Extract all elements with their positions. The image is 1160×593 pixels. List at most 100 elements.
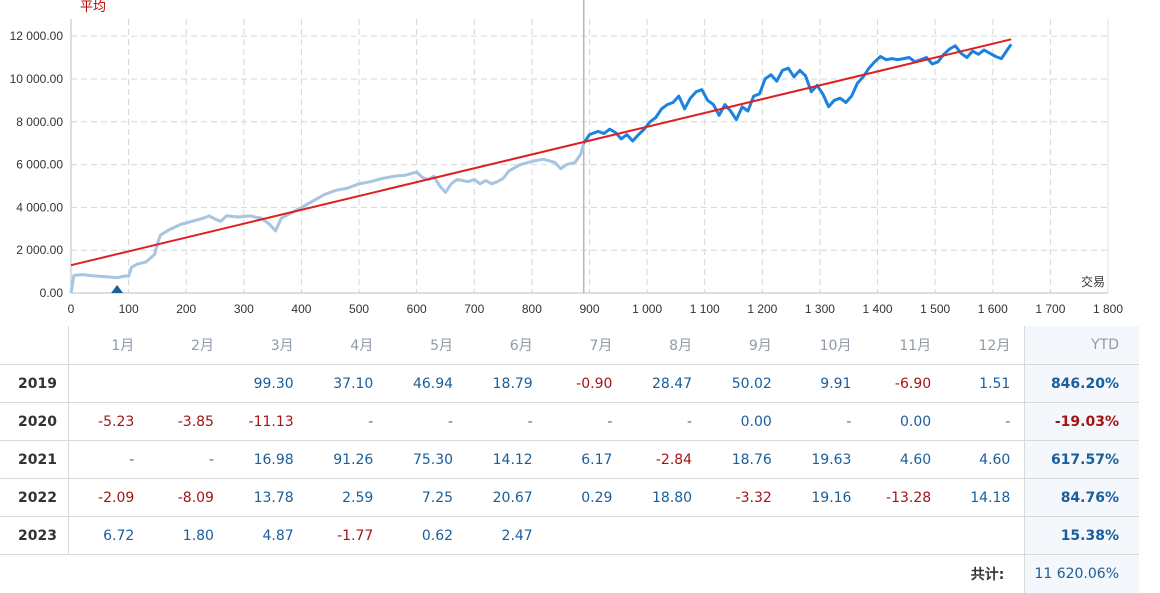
month-return-cell [865, 517, 945, 555]
deposit-marker-icon [111, 285, 123, 293]
month-return-cell: - [945, 403, 1025, 441]
ytd-cell: 84.76% [1025, 479, 1139, 517]
x-tick-label: 1 500 [920, 302, 950, 316]
month-return-cell: - [626, 403, 706, 441]
x-tick-label: 1 600 [978, 302, 1008, 316]
x-tick-label: 1 700 [1035, 302, 1065, 316]
month-return-cell: -3.32 [706, 479, 786, 517]
month-return-cell: 37.10 [308, 365, 388, 403]
month-return-cell: -5.23 [69, 403, 149, 441]
y-tick-label: 10 000.00 [10, 72, 64, 86]
month-column-header: 10月 [786, 326, 866, 365]
month-return-cell: 9.91 [786, 365, 866, 403]
month-return-cell [148, 365, 228, 403]
x-tick-label: 400 [291, 302, 311, 316]
balance-line-history [71, 143, 584, 293]
chart-series [71, 39, 1011, 293]
total-row: 共计:11 620.06% [0, 555, 1139, 593]
month-return-cell: 16.98 [228, 441, 308, 479]
month-column-header: 8月 [626, 326, 706, 365]
month-return-cell [945, 517, 1025, 555]
month-return-cell: 18.76 [706, 441, 786, 479]
month-return-cell: - [387, 403, 467, 441]
month-return-cell: 14.18 [945, 479, 1025, 517]
x-tick-label: 1 200 [747, 302, 777, 316]
month-return-cell: 18.79 [467, 365, 547, 403]
month-return-cell: 1.51 [945, 365, 1025, 403]
month-return-cell: 19.63 [786, 441, 866, 479]
ytd-column-header: YTD [1025, 326, 1139, 365]
x-tick-label: 700 [464, 302, 484, 316]
x-tick-label: 1 800 [1093, 302, 1123, 316]
year-column-header [0, 326, 69, 365]
month-column-header: 4月 [308, 326, 388, 365]
average-label: 平均 [80, 0, 106, 15]
month-return-cell [786, 517, 866, 555]
month-return-cell: -3.85 [148, 403, 228, 441]
month-return-cell [69, 365, 149, 403]
y-tick-label: 4 000.00 [16, 200, 63, 214]
balance-line-recent [584, 44, 1012, 143]
month-column-header: 6月 [467, 326, 547, 365]
month-return-cell: - [69, 441, 149, 479]
month-return-cell: 1.80 [148, 517, 228, 555]
month-return-cell: -11.13 [228, 403, 308, 441]
month-return-cell: -2.84 [626, 441, 706, 479]
month-return-cell: - [308, 403, 388, 441]
year-cell: 2019 [0, 365, 69, 403]
x-tick-label: 600 [407, 302, 427, 316]
month-return-cell: - [467, 403, 547, 441]
ytd-cell: 617.57% [1025, 441, 1139, 479]
month-return-cell: -1.77 [308, 517, 388, 555]
month-return-cell: 7.25 [387, 479, 467, 517]
x-tick-label: 1 000 [632, 302, 662, 316]
month-return-cell: -13.28 [865, 479, 945, 517]
y-tick-label: 0.00 [40, 286, 64, 300]
x-tick-label: 500 [349, 302, 369, 316]
month-column-header: 3月 [228, 326, 308, 365]
month-return-cell: 0.62 [387, 517, 467, 555]
month-column-header: 2月 [148, 326, 228, 365]
x-tick-label: 1 100 [690, 302, 720, 316]
y-tick-label: 6 000.00 [16, 158, 63, 172]
month-return-cell [547, 517, 627, 555]
x-tick-label: 1 300 [805, 302, 835, 316]
total-value: 11 620.06% [1025, 555, 1139, 593]
month-return-cell: -2.09 [69, 479, 149, 517]
month-return-cell: 0.00 [865, 403, 945, 441]
month-return-cell: 46.94 [387, 365, 467, 403]
ytd-cell: 15.38% [1025, 517, 1139, 555]
month-return-cell [706, 517, 786, 555]
month-return-cell: 0.00 [706, 403, 786, 441]
x-tick-label: 200 [176, 302, 196, 316]
y-tick-label: 8 000.00 [16, 115, 63, 129]
ytd-cell: -19.03% [1025, 403, 1139, 441]
month-return-cell: 4.60 [945, 441, 1025, 479]
month-column-header: 5月 [387, 326, 467, 365]
total-label: 共计: [0, 555, 1025, 593]
month-column-header: 11月 [865, 326, 945, 365]
ytd-cell: 846.20% [1025, 365, 1139, 403]
month-return-cell [626, 517, 706, 555]
month-return-cell: 2.59 [308, 479, 388, 517]
month-return-cell: - [547, 403, 627, 441]
x-axis-title: 交易 [1081, 274, 1105, 289]
month-return-cell: 6.72 [69, 517, 149, 555]
month-return-cell: 4.87 [228, 517, 308, 555]
month-column-header: 1月 [69, 326, 149, 365]
month-return-cell: 28.47 [626, 365, 706, 403]
month-return-cell: 18.80 [626, 479, 706, 517]
chart-grid [71, 19, 1108, 293]
month-return-cell: - [786, 403, 866, 441]
year-cell: 2022 [0, 479, 69, 517]
month-return-cell: -0.90 [547, 365, 627, 403]
month-return-cell: 14.12 [467, 441, 547, 479]
month-return-cell: 20.67 [467, 479, 547, 517]
